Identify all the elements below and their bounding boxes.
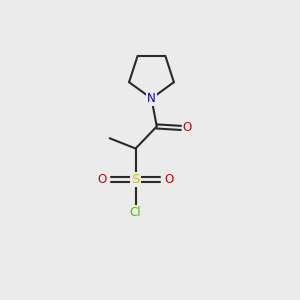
Text: O: O xyxy=(183,122,192,134)
Text: O: O xyxy=(164,173,173,186)
Text: S: S xyxy=(131,173,140,186)
Text: N: N xyxy=(147,92,156,105)
Text: Cl: Cl xyxy=(130,206,141,219)
Text: O: O xyxy=(98,173,107,186)
